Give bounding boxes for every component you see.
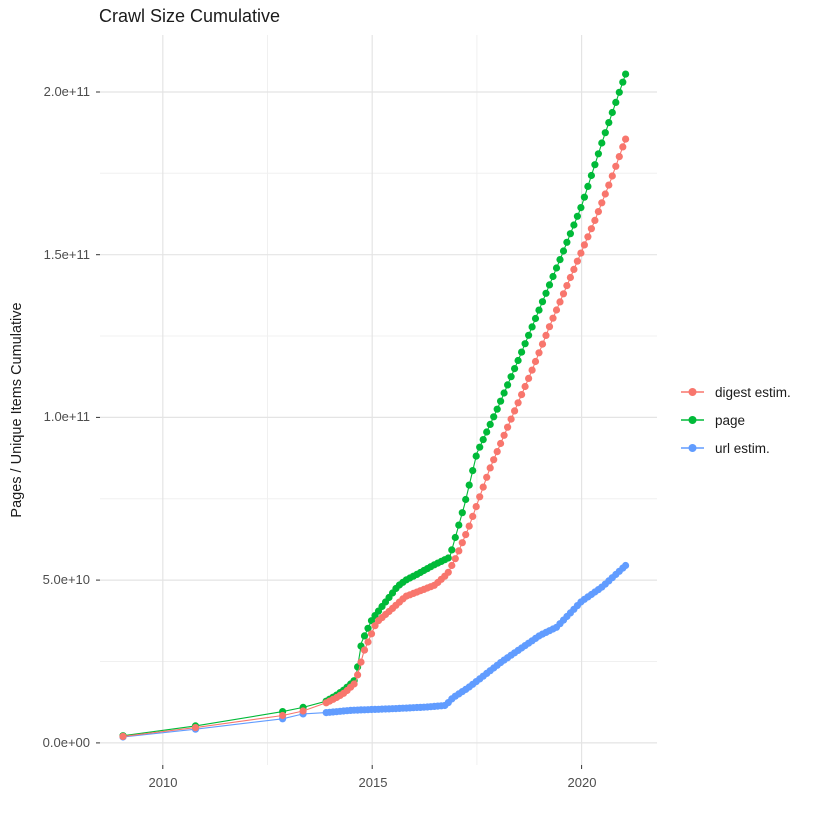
- y-tick-label: 1.5e+11: [43, 247, 90, 262]
- y-tick-label: 0.0e+00: [42, 735, 90, 750]
- legend-key-page-icon: [681, 416, 704, 424]
- legend-item-url-estim: url estim.: [680, 434, 791, 462]
- legend-label: url estim.: [715, 440, 770, 456]
- x-tick-label: 2015: [358, 775, 388, 790]
- x-tick-label: 2020: [567, 775, 597, 790]
- y-tick-label: 5.0e+10: [42, 572, 90, 587]
- legend-item-digest-estim: digest estim.: [680, 378, 791, 406]
- legend-key-digest-icon: [681, 388, 704, 396]
- legend-item-page: page: [680, 406, 791, 434]
- legend-label: digest estim.: [715, 384, 791, 400]
- legend: digest estim. page url estim.: [680, 378, 791, 462]
- legend-key-url-icon: [681, 444, 704, 452]
- y-tick-label: 2.0e+11: [43, 84, 90, 99]
- x-tick-label: 2010: [148, 775, 178, 790]
- chart-title: Crawl Size Cumulative: [99, 6, 281, 26]
- legend-label: page: [715, 412, 746, 428]
- y-tick-label: 1.0e+11: [43, 409, 90, 424]
